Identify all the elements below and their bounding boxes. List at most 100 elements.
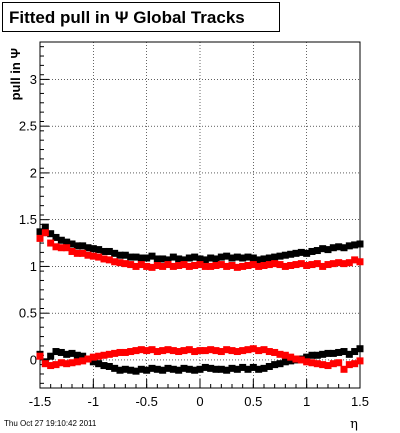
- data-point: [191, 253, 199, 261]
- data-point: [212, 255, 220, 263]
- data-point: [223, 346, 231, 354]
- data-point: [249, 254, 257, 262]
- data-point: [276, 360, 284, 368]
- data-point: [228, 261, 236, 269]
- data-point: [127, 253, 135, 261]
- data-point: [127, 261, 135, 269]
- data-point: [244, 346, 252, 354]
- data-point: [143, 366, 151, 374]
- data-point: [159, 347, 167, 355]
- data-point: [281, 351, 289, 359]
- data-point: [281, 251, 289, 259]
- data-point: [63, 238, 71, 246]
- data-point: [36, 228, 44, 236]
- data-point: [244, 261, 252, 269]
- data-point: [265, 254, 273, 262]
- data-point: [345, 361, 353, 369]
- data-point: [308, 247, 316, 255]
- grid-lines: [40, 42, 360, 388]
- data-point: [63, 360, 71, 368]
- data-point: [319, 262, 327, 270]
- data-point: [79, 357, 87, 365]
- data-point: [153, 365, 161, 373]
- data-point: [329, 260, 337, 268]
- data-point: [73, 351, 81, 359]
- x-tick-label: -1.5: [29, 394, 51, 409]
- data-point: [143, 262, 151, 270]
- data-point: [47, 362, 55, 370]
- data-point: [159, 255, 167, 263]
- data-point: [137, 365, 145, 373]
- data-point: [47, 230, 55, 238]
- data-point: [356, 240, 364, 248]
- data-point: [292, 355, 300, 363]
- data-point: [111, 249, 119, 257]
- data-point: [57, 236, 65, 244]
- data-point: [116, 348, 124, 356]
- data-point: [36, 234, 44, 242]
- data-point: [351, 241, 359, 249]
- data-point: [105, 362, 113, 370]
- x-tick-label: -0.5: [135, 394, 157, 409]
- data-point: [175, 348, 183, 356]
- data-point: [212, 261, 220, 269]
- data-point: [89, 245, 97, 253]
- data-point: [292, 249, 300, 257]
- x-tick-label: 0: [196, 394, 203, 409]
- data-point: [271, 253, 279, 261]
- data-point: [180, 347, 188, 355]
- data-point: [100, 362, 108, 370]
- data-point: [105, 350, 113, 358]
- data-point: [180, 364, 188, 372]
- data-point: [244, 253, 252, 261]
- data-point: [159, 262, 167, 270]
- data-point: [95, 352, 103, 360]
- data-point: [100, 255, 108, 263]
- data-point: [63, 244, 71, 252]
- data-point: [41, 360, 49, 368]
- data-point: [287, 357, 295, 365]
- x-tick-label: 1: [303, 394, 310, 409]
- data-point: [116, 366, 124, 374]
- data-point: [303, 358, 311, 366]
- data-point: [105, 256, 113, 264]
- data-point: [57, 244, 65, 252]
- data-point: [175, 366, 183, 374]
- data-point: [191, 366, 199, 374]
- data-point: [340, 244, 348, 252]
- data-point: [255, 365, 263, 373]
- y-axis-title: pull in Ψ: [8, 48, 23, 100]
- tick-labels: -1.5 -1 -0.5 0 0.5 1 1.5 0 0.5 1 1.5 2 2.5 3: [19, 72, 369, 409]
- data-point: [201, 262, 209, 270]
- data-point: [319, 350, 327, 358]
- data-point: [132, 262, 140, 270]
- data-point: [116, 259, 124, 267]
- data-point: [351, 348, 359, 356]
- data-point: [207, 254, 215, 262]
- data-point: [89, 252, 97, 260]
- data-point: [127, 348, 135, 356]
- data-point: [180, 261, 188, 269]
- data-point: [84, 355, 92, 363]
- data-point: [111, 258, 119, 266]
- data-point: [287, 353, 295, 361]
- data-point: [233, 253, 241, 261]
- data-point: [308, 359, 316, 367]
- series-2: [36, 345, 364, 375]
- data-point: [148, 252, 156, 260]
- data-point: [249, 345, 257, 353]
- data-point: [308, 261, 316, 269]
- data-point: [356, 258, 364, 266]
- data-point: [287, 261, 295, 269]
- data-point: [73, 242, 81, 250]
- data-point: [169, 253, 177, 261]
- data-point: [153, 261, 161, 269]
- x-tick-label: -1: [88, 394, 100, 409]
- data-point: [345, 259, 353, 267]
- series-3: [36, 345, 364, 373]
- data-point: [335, 243, 343, 251]
- data-point: [153, 255, 161, 263]
- data-point: [212, 347, 220, 355]
- data-point: [276, 252, 284, 260]
- y-tick-label: 1.5: [19, 212, 37, 227]
